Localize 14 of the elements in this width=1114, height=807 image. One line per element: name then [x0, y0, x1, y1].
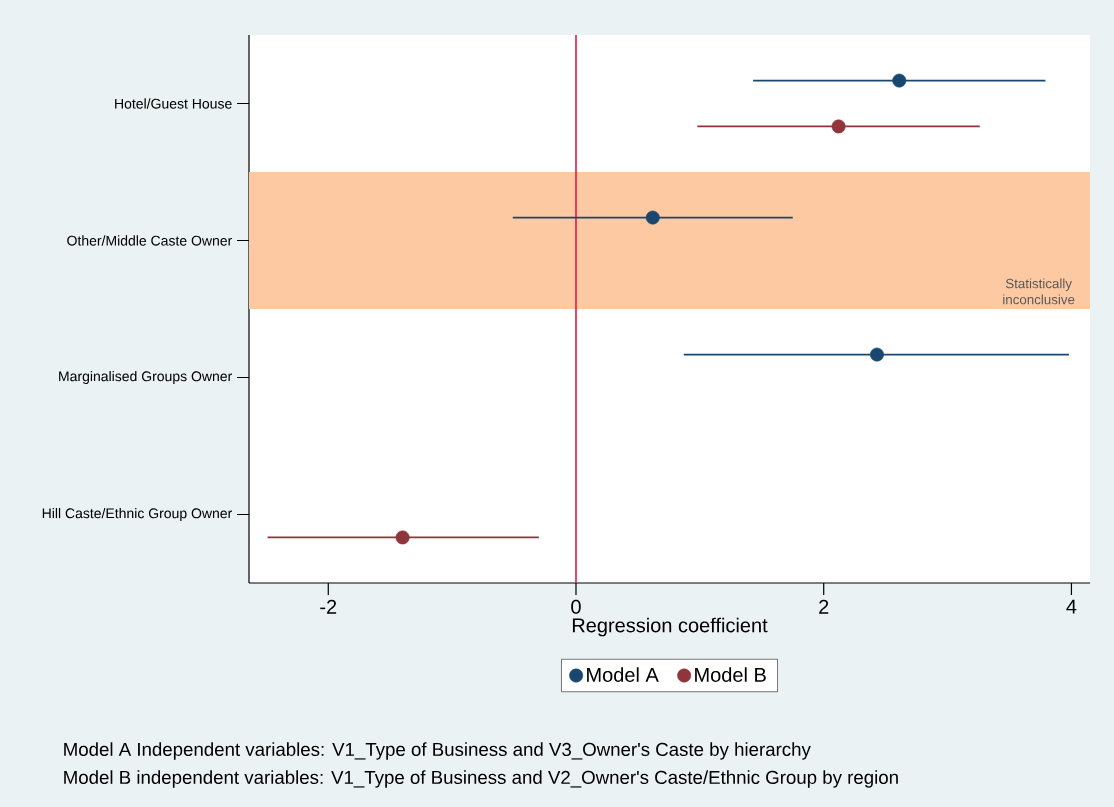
- x-axis-title: Regression coefficient: [572, 617, 768, 637]
- y-tick-label: Hotel/Guest House: [115, 98, 232, 109]
- text: Model B independent variables: V1_Type of Business and V2_Owner's Caste/Ethnic Group by region: [64, 770, 898, 788]
- y-tick-label: Marginalised Groups Owner: [59, 370, 233, 385]
- y-tick-label: Other/Middle Caste Owner: [67, 235, 233, 246]
- x-tick-label: -2: [320, 599, 337, 614]
- x-tick-label: 4: [1066, 599, 1077, 614]
- text: Model A Independent variables: V1_Type of Business and V3_Owner's Caste by hierarchy: [64, 742, 811, 760]
- y-tick-label: Hill Caste/Ethnic Group Owner: [42, 507, 233, 522]
- legend-label: Model A: [587, 667, 659, 682]
- x-tick-label: 0: [571, 599, 581, 614]
- band-label: Statistically inconclusive: [1003, 278, 1075, 305]
- x-tick-label: 2: [819, 599, 829, 614]
- legend-label: Model B: [695, 667, 766, 682]
